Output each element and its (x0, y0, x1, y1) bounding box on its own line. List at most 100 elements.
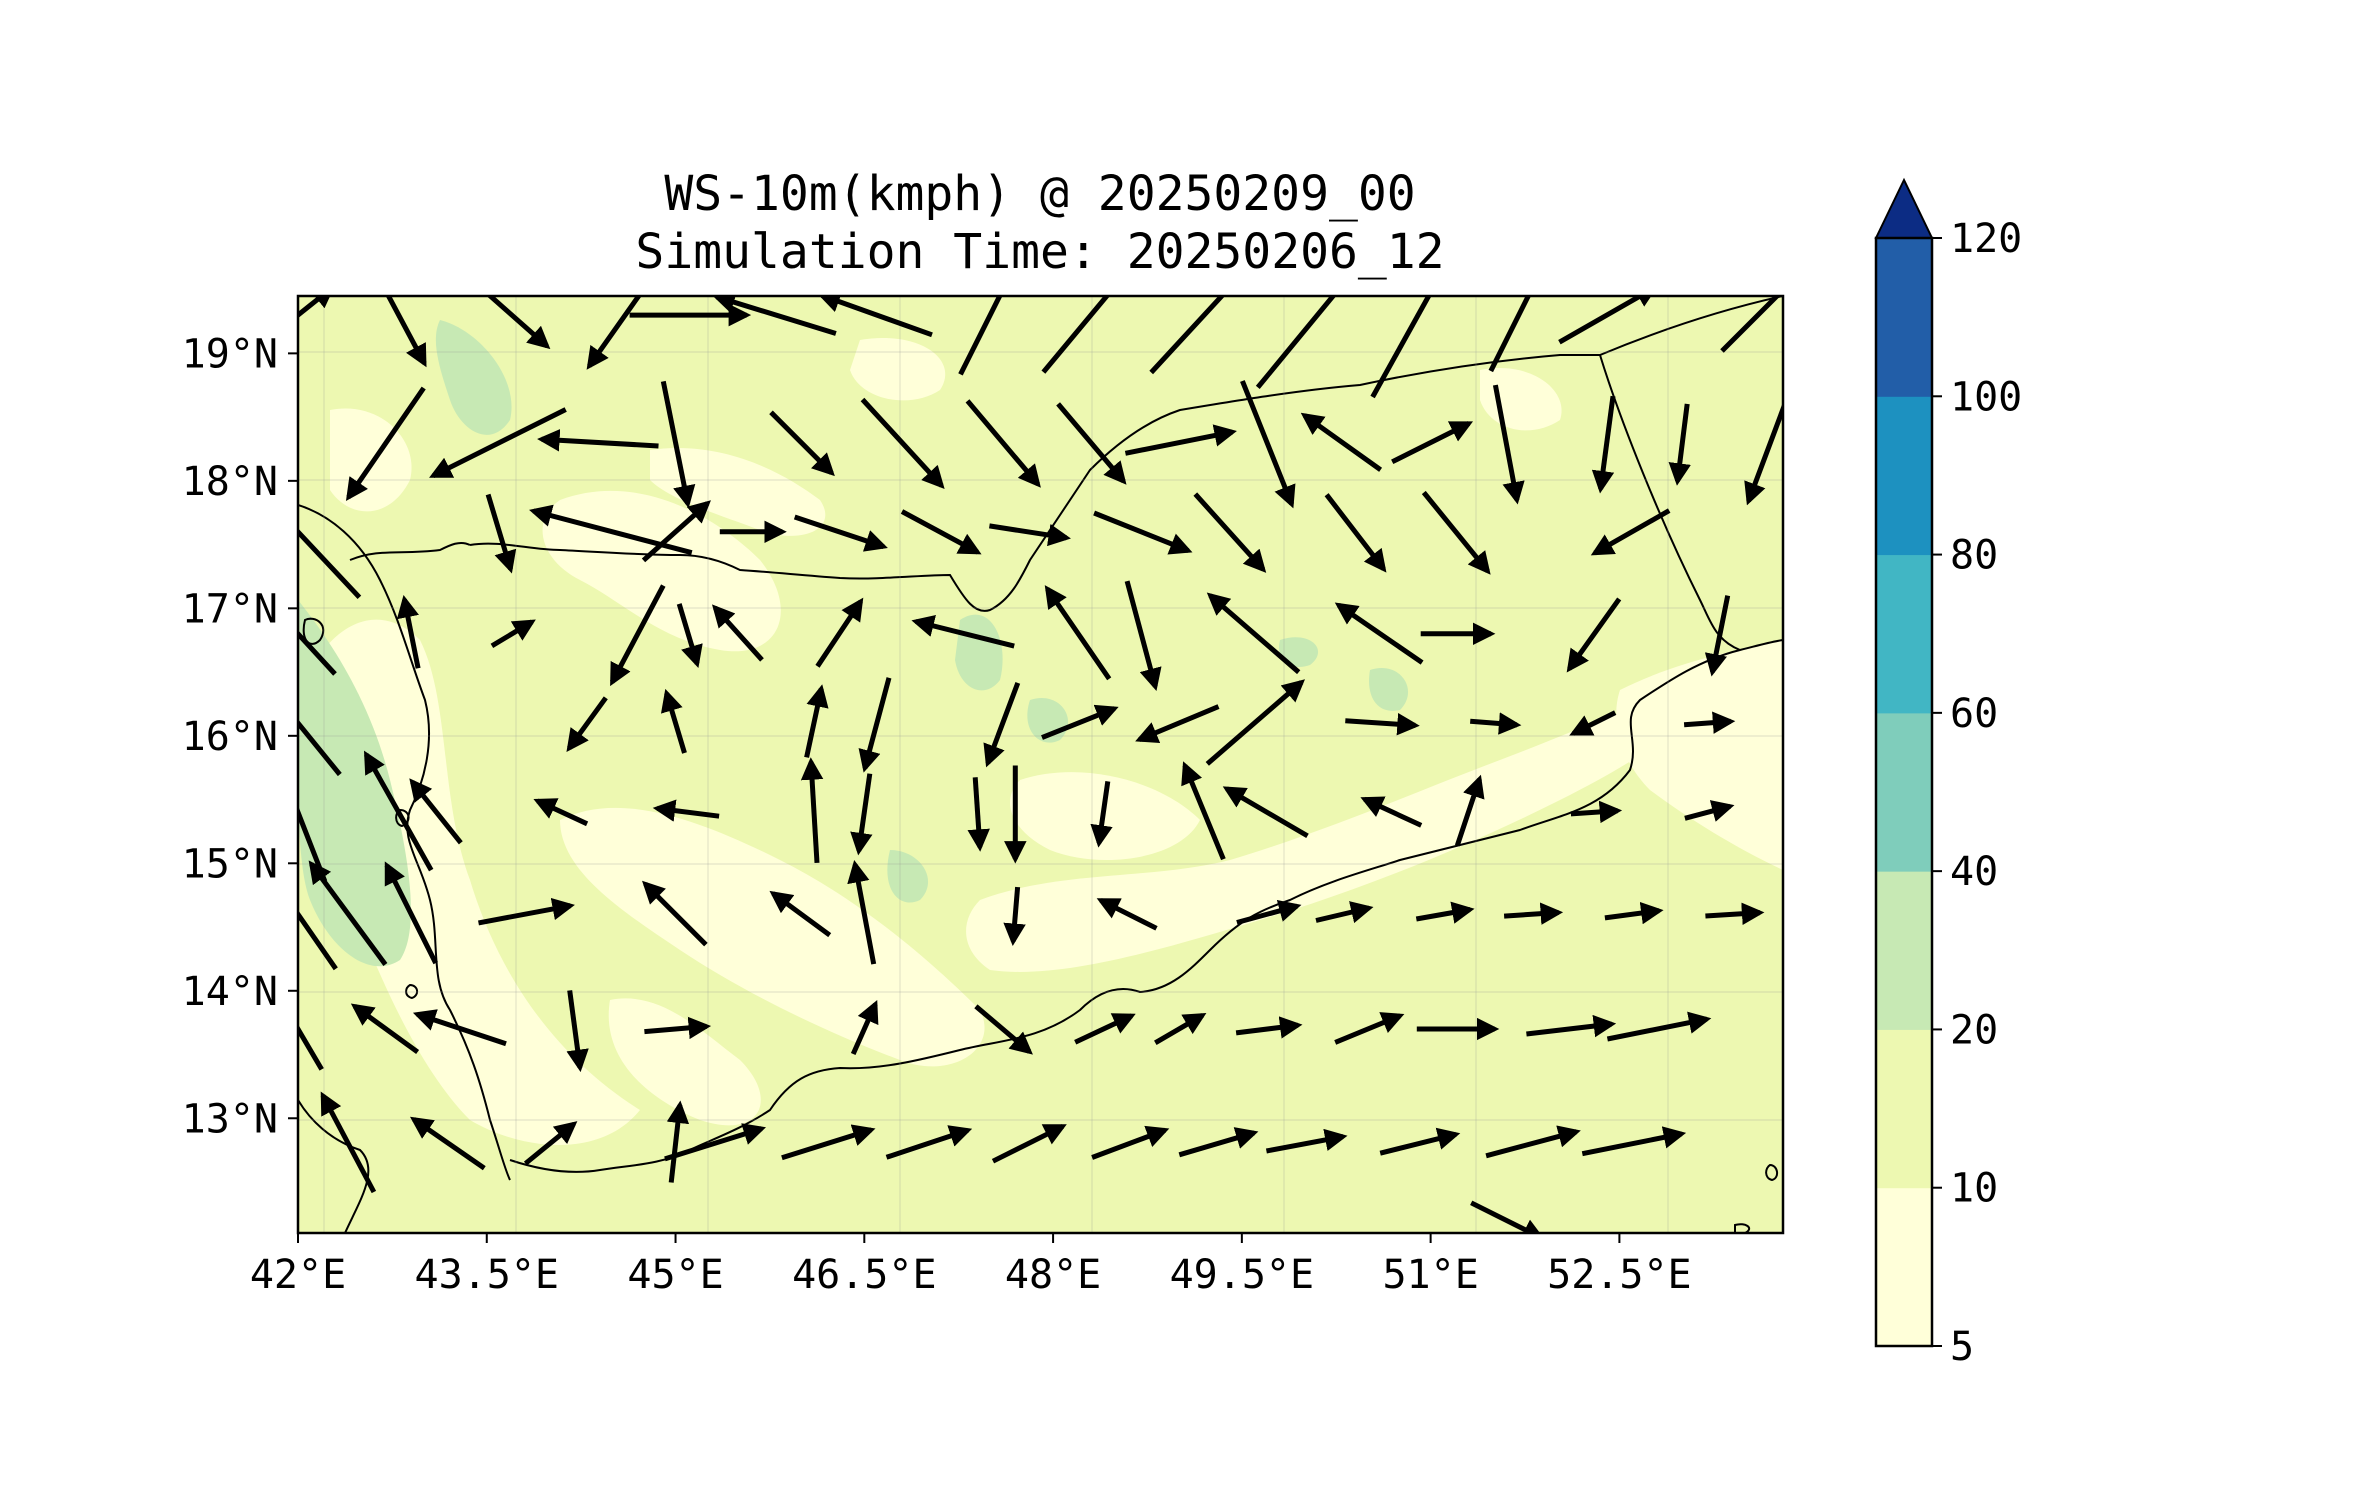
colorbar-ticks: 5 10 20 40 60 80 100 120 (1932, 216, 2022, 1370)
wind-arrow (1470, 712, 1522, 735)
wind-arrow (800, 757, 824, 864)
wind-arrow (652, 799, 720, 822)
wind-arrow (1181, 761, 1226, 861)
wind-arrow (1334, 1012, 1405, 1045)
wind-arrow (1591, 395, 1616, 494)
wind-arrow (1315, 901, 1374, 924)
wind-arrow (664, 1123, 766, 1162)
wind-arrow (644, 1016, 712, 1040)
wind-arrow (817, 296, 933, 338)
higher-wind-zone-northwest (435, 320, 512, 435)
wind-arrow (298, 528, 362, 600)
wind-arrow (529, 504, 693, 556)
wind-arrow (1454, 774, 1485, 847)
wind-arrow (1193, 492, 1267, 573)
title-line-2: Simulation Time: 20250206_12 (635, 224, 1444, 280)
colorbar-band (1876, 712, 1932, 872)
wind-arrow (858, 677, 892, 773)
wind-arrow (384, 861, 438, 965)
wind-arrow (566, 696, 608, 752)
map-panel[interactable] (237, 233, 1794, 1237)
lon-tick-label: 42°E (250, 1252, 346, 1298)
wind-vectors (298, 296, 1783, 1233)
colorbar-band (1876, 238, 1932, 397)
wind-arrow (363, 750, 434, 872)
wind-arrow (642, 880, 708, 947)
wind-arrow (1091, 1125, 1170, 1160)
wind-arrow (1569, 710, 1617, 736)
wind-arrow (850, 999, 879, 1056)
wind-arrow (712, 296, 837, 336)
wind-arrow (974, 1004, 1033, 1055)
wind-arrow (1492, 384, 1525, 505)
lon-tick-label: 46.5°E (792, 1252, 937, 1298)
coastline-islands (302, 617, 1778, 1233)
wind-arrow (900, 509, 982, 555)
lat-tick-label: 15°N (182, 841, 278, 887)
low-wind-zone-central (560, 807, 985, 1067)
wind-arrow (885, 1125, 973, 1160)
title-line-1: WS-10m(kmph) @ 20250209_00 (664, 166, 1415, 222)
wind-arrow (1235, 1016, 1303, 1039)
wind-arrow (1003, 886, 1026, 946)
colorbar-tick-label: 5 (1950, 1324, 1974, 1370)
wind-arrow (566, 990, 589, 1073)
lat-tick-label: 17°N (182, 586, 278, 632)
wind-arrow (1056, 402, 1127, 485)
wind-arrow (660, 380, 696, 509)
wind-arrow (1488, 296, 1532, 373)
low-wind-zone-north-2 (850, 338, 946, 401)
colorbar-band (1876, 554, 1932, 714)
wind-arrow (350, 1003, 420, 1055)
wind-arrow (1265, 1128, 1348, 1154)
colorbar-tick-label: 60 (1950, 691, 1998, 737)
wind-arrow (1705, 902, 1765, 925)
wind-arrow (478, 897, 575, 926)
wind-arrow (1240, 380, 1296, 509)
wind-arrow (1566, 597, 1622, 673)
lon-tick-label: 49.5°E (1170, 1252, 1315, 1298)
wind-arrow (1149, 296, 1226, 375)
wind-arrow (1604, 901, 1664, 925)
wind-arrow (660, 688, 687, 754)
wind-arrow (1683, 711, 1736, 734)
wind-arrow (396, 594, 421, 669)
low-wind-zone-coastal (966, 690, 1700, 972)
wind-arrow (1096, 898, 1158, 931)
wind-arrow (1744, 401, 1783, 506)
wind-arrow (486, 296, 551, 350)
lat-tick-label: 19°N (182, 331, 278, 377)
wind-arrow (1124, 424, 1237, 456)
wind-arrow (490, 619, 536, 649)
wind-arrow (958, 296, 1003, 376)
wind-arrow (1379, 1127, 1461, 1156)
wind-arrow (769, 890, 832, 938)
wind-arrow (1334, 602, 1424, 665)
wind-arrow (1044, 585, 1112, 681)
wind-arrow (429, 407, 567, 479)
wind-arrow (911, 614, 1015, 649)
wind-arrow (1360, 796, 1423, 828)
wind-arrow (989, 523, 1071, 547)
coastline-african-shore (298, 1099, 370, 1233)
wind-arrow (1570, 800, 1623, 824)
lon-tick-label: 52.5°E (1547, 1252, 1692, 1298)
lat-tick-label: 18°N (182, 459, 278, 505)
wind-arrow (1154, 1013, 1207, 1045)
colorbar-tick-label: 10 (1950, 1166, 1998, 1212)
colorbar-bands (1876, 238, 1932, 1347)
wind-arrow (804, 684, 829, 758)
coastline-gulf-of-aden (509, 639, 1783, 1173)
wind-arrow (320, 1091, 377, 1194)
wind-arrow (1222, 786, 1309, 839)
wind-arrow (1581, 1126, 1687, 1157)
saudi-yemen-border (469, 296, 1783, 612)
wind-arrow (1206, 592, 1301, 675)
wind-arrow (1720, 296, 1783, 353)
wind-arrow (409, 778, 463, 845)
wind-arrow (1300, 412, 1383, 472)
colorbar-tick-label: 40 (1950, 849, 1998, 895)
wind-arrow (1041, 296, 1111, 374)
wind-arrow (298, 630, 337, 676)
